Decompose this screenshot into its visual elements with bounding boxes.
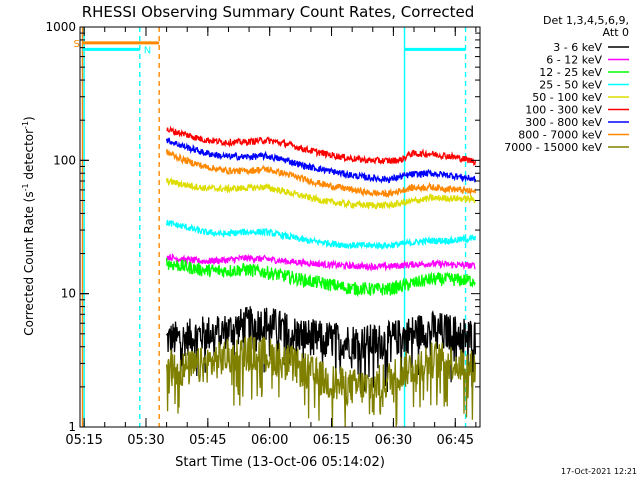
legend-label: 800 - 7000 keV — [518, 129, 602, 142]
y-label-main: Corrected Count Rate (s — [22, 191, 36, 335]
state-segment-label: N — [144, 45, 151, 56]
series-line — [166, 125, 477, 167]
series-line — [165, 219, 477, 251]
y-tick-label: 100 — [53, 153, 76, 167]
series-line — [166, 253, 476, 272]
series-layer — [165, 125, 477, 428]
series-line — [165, 177, 476, 210]
legend-label: 300 - 800 keV — [525, 116, 602, 129]
x-tick-label: 06:15 — [313, 433, 350, 448]
legend-label: 6 - 12 keV — [546, 54, 602, 67]
series-line — [165, 149, 477, 199]
x-axis-label: Start Time (13-Oct-06 05:14:02) — [175, 455, 385, 470]
legend-header-attenuator: Att 0 — [603, 26, 629, 39]
legend-label: 12 - 25 keV — [539, 66, 602, 79]
series-line — [165, 335, 477, 428]
x-tick-label: 06:45 — [437, 433, 474, 448]
y-axis-ticks: 1 10 100 1000 — [45, 20, 480, 434]
chart-title: RHESSI Observing Summary Count Rates, Co… — [82, 3, 475, 21]
plot-frame — [79, 26, 481, 428]
attenuator-segments: SN — [73, 39, 466, 56]
y-label-end: ) — [22, 116, 36, 121]
y-label-sup2: -1 — [21, 121, 30, 129]
vertical-markers — [81, 27, 467, 427]
legend-header-detectors: Det 1,3,4,5,6,9, — [543, 14, 629, 27]
x-axis-ticks: 05:15 05:30 05:45 06:00 06:15 06:30 06:45 — [65, 27, 477, 448]
legend-label: 7000 - 15000 keV — [504, 141, 602, 154]
x-tick-label: 05:15 — [65, 433, 102, 448]
x-tick-label: 06:00 — [251, 433, 288, 448]
x-tick-label: 05:45 — [189, 433, 226, 448]
legend-label: 50 - 100 keV — [532, 91, 602, 104]
state-segment-label: S — [73, 39, 79, 50]
legend-label: 25 - 50 keV — [539, 79, 602, 92]
y-tick-label: 1 — [68, 420, 76, 434]
y-label-sup1: -1 — [21, 183, 30, 191]
series-line — [165, 257, 476, 298]
y-tick-label: 1000 — [45, 20, 76, 34]
y-label-mid: detector — [22, 129, 36, 184]
y-axis-label: Corrected Count Rate (s-1 detector-1) — [21, 116, 36, 335]
legend-label: 3 - 6 keV — [553, 41, 602, 54]
legend-label: 100 - 300 keV — [525, 104, 602, 117]
timestamp: 17-Oct-2021 12:21 — [561, 467, 637, 476]
series-line — [165, 137, 477, 184]
x-tick-label: 05:30 — [127, 433, 164, 448]
series-line — [166, 306, 477, 394]
x-tick-label: 06:30 — [375, 433, 412, 448]
y-tick-label: 10 — [61, 287, 76, 301]
